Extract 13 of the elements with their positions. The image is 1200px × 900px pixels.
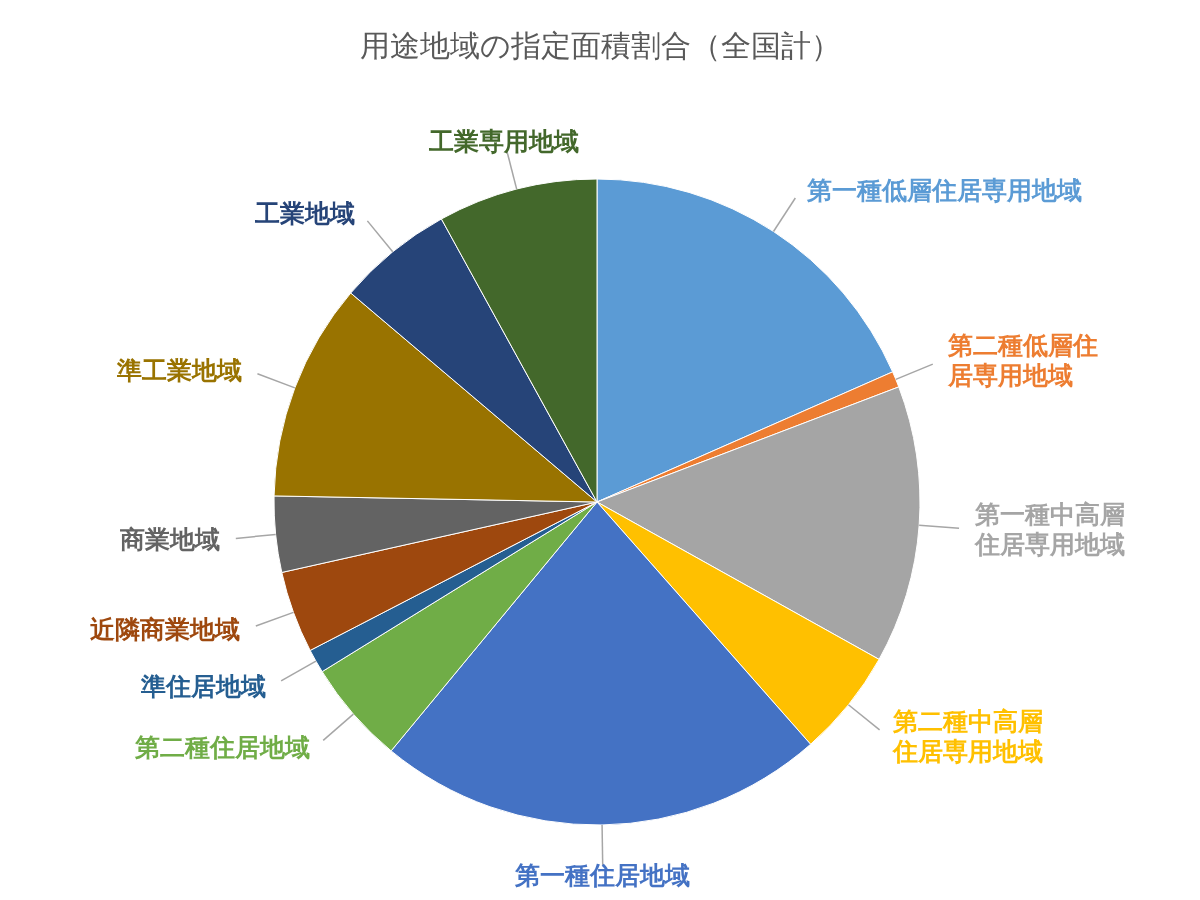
slice-label: 近隣商業地域 bbox=[90, 615, 241, 645]
slice-label: 工業地域 bbox=[254, 199, 356, 229]
slice-label: 準工業地域 bbox=[116, 356, 243, 386]
slice-label: 第一種住居地域 bbox=[514, 860, 691, 890]
chart-title: 用途地域の指定面積割合（全国計） bbox=[359, 28, 841, 63]
slice-label: 商業地域 bbox=[118, 525, 220, 555]
slice-label: 準住居地域 bbox=[140, 671, 267, 701]
slice-label: 第一種低層住居専用地域 bbox=[805, 175, 1082, 205]
slice-label: 第二種低層住居専用地域 bbox=[947, 331, 1099, 391]
slice-label: 第二種中高層住居専用地域 bbox=[892, 707, 1044, 767]
slice-label: 工業専用地域 bbox=[428, 126, 580, 156]
slice-label: 第二種住居地域 bbox=[133, 732, 310, 762]
slice-label: 第一種中高層住居専用地域 bbox=[974, 499, 1126, 559]
